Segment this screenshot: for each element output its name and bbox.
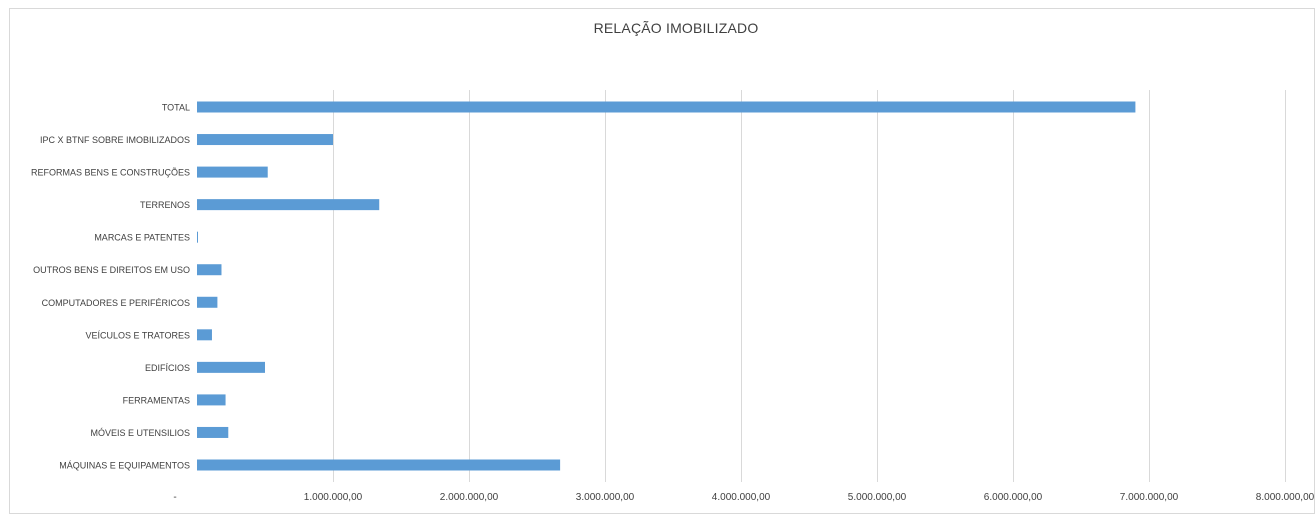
bar <box>197 329 212 341</box>
x-tick-label: 5.000.000,00 <box>848 492 907 503</box>
category-label: TERRENOS <box>140 200 190 210</box>
bar <box>197 199 380 211</box>
bar <box>197 134 333 146</box>
bar <box>197 101 1136 113</box>
chart-title: RELAÇÃO IMOBILIZADO <box>593 20 759 36</box>
category-label: MARCAS E PATENTES <box>94 233 190 243</box>
bar <box>197 361 265 373</box>
bar <box>197 166 268 178</box>
x-tick-label: 4.000.000,00 <box>712 492 771 503</box>
category-label: EDIFÍCIOS <box>145 363 190 373</box>
x-tick-label: - <box>173 492 176 503</box>
category-label: COMPUTADORES E PERIFÉRICOS <box>42 298 190 308</box>
bar <box>197 426 229 438</box>
bar <box>197 264 222 276</box>
category-label: IPC X BTNF SOBRE IMOBILIZADOS <box>40 135 190 145</box>
category-label: MÁQUINAS E EQUIPAMENTOS <box>59 461 190 471</box>
category-label: VEÍCULOS E TRATORES <box>85 330 190 340</box>
bar <box>197 231 198 243</box>
category-label: MÓVEIS E UTENSILIOS <box>90 428 190 438</box>
bar <box>197 296 218 308</box>
category-label: REFORMAS BENS E CONSTRUÇÕES <box>31 168 190 178</box>
x-tick-label: 1.000.000,00 <box>304 492 363 503</box>
category-label: TOTAL <box>162 103 190 113</box>
x-tick-label: 2.000.000,00 <box>440 492 499 503</box>
x-tick-label: 3.000.000,00 <box>576 492 635 503</box>
x-tick-label: 8.000.000,00 <box>1256 492 1315 503</box>
x-tick-label: 6.000.000,00 <box>984 492 1043 503</box>
category-label: OUTROS BENS E DIREITOS EM USO <box>33 265 190 275</box>
category-label: FERRAMENTAS <box>123 395 190 405</box>
x-tick-label: 7.000.000,00 <box>1120 492 1179 503</box>
bar <box>197 459 561 471</box>
bar <box>197 394 226 406</box>
